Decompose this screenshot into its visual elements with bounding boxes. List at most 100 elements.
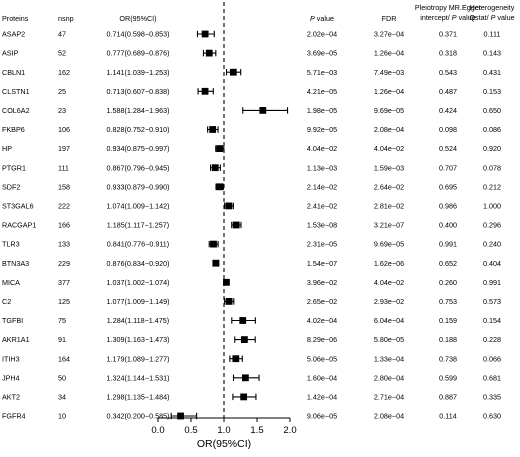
table-row: JPH4 50 1.324(1.144−1.531) 1.60e−04 2.80e−04… xyxy=(2,373,501,382)
or-point xyxy=(232,355,240,363)
or-point xyxy=(216,145,224,152)
nsnp-value: 162 xyxy=(58,68,70,77)
nsnp-value: 34 xyxy=(58,393,66,402)
protein-name: FGFR4 xyxy=(2,412,26,421)
p-value: 2.65e−02 xyxy=(307,297,337,306)
protein-name: MICA xyxy=(2,278,20,287)
or-ci-text: 1.077(1.009−1.149) xyxy=(107,297,170,306)
nsnp-value: 91 xyxy=(58,335,66,344)
or-ci-text: 1.037(1.002−1.074) xyxy=(107,278,170,287)
protein-name: JPH4 xyxy=(2,373,20,382)
nsnp-value: 164 xyxy=(58,354,70,363)
header-pvalue-p: P xyxy=(310,14,315,23)
pleiotropy-p-value: 0.652 xyxy=(439,259,457,268)
heterogeneity-p-value: 0.153 xyxy=(483,87,501,96)
or-point xyxy=(205,49,213,57)
p-value: 3.96e−02 xyxy=(307,278,337,287)
table-row: AKT2 34 1.298(1.135−1.484) 1.42e−04 2.71e−04… xyxy=(2,393,501,402)
table-row: TLR3 133 0.841(0.776−0.911) 2.31e−05 9.69e−0… xyxy=(2,240,501,249)
p-value: 3.69e−05 xyxy=(307,49,337,58)
fdr-value: 2.64e−02 xyxy=(374,182,404,191)
table-row: TGFBI 75 1.284(1.118−1.475) 4.02e−04 6.04e−0… xyxy=(2,316,501,325)
heterogeneity-p-value: 0.228 xyxy=(483,335,501,344)
nsnp-value: 10 xyxy=(58,412,66,421)
heterogeneity-p-value: 0.086 xyxy=(483,125,501,134)
or-point xyxy=(177,412,184,420)
x-tick-label: 2.0 xyxy=(283,425,296,436)
table-row: ST3GAL6 222 1.074(1.009−1.142) 2.41e−02 2.81… xyxy=(2,202,501,211)
p-value: 1.98e−05 xyxy=(307,106,337,115)
protein-name: FKBP6 xyxy=(2,125,25,134)
or-ci-text: 0.828(0.752−0.910) xyxy=(107,125,170,134)
fdr-value: 4.04e−02 xyxy=(374,144,404,153)
heterogeneity-p-value: 0.920 xyxy=(483,144,501,153)
fdr-value: 2.80e−04 xyxy=(374,373,404,382)
or-ci-text: 0.934(0.875−0.997) xyxy=(107,144,170,153)
or-point xyxy=(201,87,209,95)
table-row: ASIP 52 0.777(0.689−0.876) 3.69e−05 1.26e−04… xyxy=(2,49,501,58)
x-axis: 0.0 0.5 1.0 1.5 2.0 xyxy=(151,417,297,436)
table-row: C2 125 1.077(1.009−1.149) 2.65e−02 2.93e−02 0… xyxy=(2,297,501,306)
or-ci-text: 0.841(0.776−0.911) xyxy=(107,240,169,249)
protein-name: TGFBI xyxy=(2,316,23,325)
heterogeneity-p-value: 0.991 xyxy=(483,278,501,287)
or-ci-text: 1.298(1.135−1.484) xyxy=(107,393,170,402)
protein-name: AKT2 xyxy=(2,393,20,402)
or-point xyxy=(225,202,233,210)
pleiotropy-p-value: 0.524 xyxy=(439,144,457,153)
or-ci-text: 1.588(1.284−1.963) xyxy=(107,106,170,115)
or-ci-text: 1.141(1.039−1.253) xyxy=(107,68,170,77)
or-point xyxy=(240,393,248,401)
pleiotropy-p-value: 0.098 xyxy=(439,125,457,134)
x-tick-label: 0.0 xyxy=(151,425,164,436)
p-value: 2.14e−02 xyxy=(307,182,337,191)
fdr-value: 9.69e−05 xyxy=(374,106,404,115)
protein-name: TLR3 xyxy=(2,240,20,249)
table-row: SDF2 158 0.933(0.879−0.990) 2.14e−02 2.64e−0… xyxy=(2,182,501,191)
table-row: ASAP2 47 0.714(0.598−0.853) 2.02e−04 3.27e−0… xyxy=(2,30,500,39)
p-value: 4.21e−05 xyxy=(307,87,337,96)
table-row: PTGR1 111 0.867(0.796−0.945) 1.13e−03 1.59e−… xyxy=(2,163,501,172)
p-value: 2.31e−05 xyxy=(307,240,337,249)
nsnp-value: 222 xyxy=(58,202,70,211)
heterogeneity-p-value: 0.650 xyxy=(483,106,501,115)
nsnp-value: 158 xyxy=(58,182,70,191)
table-row: CBLN1 162 1.141(1.039−1.253) 5.71e−03 7.49e−… xyxy=(2,68,501,77)
table-row: FKBP6 106 0.828(0.752−0.910) 9.92e−05 2.08e−… xyxy=(2,125,501,134)
pleiotropy-p-value: 0.159 xyxy=(439,316,457,325)
protein-name: BTN3A3 xyxy=(2,259,29,268)
header-proteins: Proteins xyxy=(2,14,29,23)
or-ci-text: 1.074(1.009−1.142) xyxy=(107,202,170,211)
p-value: 1.54e−07 xyxy=(307,259,337,268)
or-point xyxy=(240,336,248,343)
header-pleiotropy-line2-a: intercept/ xyxy=(420,13,452,22)
protein-name: C2 xyxy=(2,297,11,306)
protein-name: CBLN1 xyxy=(2,68,25,77)
nsnp-value: 125 xyxy=(58,297,70,306)
fdr-value: 4.04e−02 xyxy=(374,278,404,287)
fdr-value: 3.21e−07 xyxy=(374,221,404,230)
header-pvalue-rest: value xyxy=(315,14,334,23)
or-point xyxy=(259,107,267,114)
pleiotropy-p-value: 0.487 xyxy=(439,87,457,96)
header-fdr: FDR xyxy=(382,14,397,23)
pleiotropy-p-value: 0.400 xyxy=(439,221,457,230)
heterogeneity-p-value: 0.154 xyxy=(483,316,501,325)
nsnp-value: 23 xyxy=(58,106,66,115)
p-value: 1.53e−08 xyxy=(307,221,337,230)
table-row: RACGAP1 166 1.185(1.117−1.257) 1.53e−08 3.21… xyxy=(2,221,501,230)
protein-name: CLSTN1 xyxy=(2,87,30,96)
or-ci-text: 0.342(0.200−0.585) xyxy=(107,412,170,421)
nsnp-value: 166 xyxy=(58,221,70,230)
table-row: MICA 377 1.037(1.002−1.074) 3.96e−02 4.04e−0… xyxy=(2,278,501,287)
heterogeneity-p-value: 0.573 xyxy=(483,297,501,306)
table-row: ITIH3 164 1.179(1.089−1.277) 5.06e−05 1.33e−… xyxy=(2,354,501,363)
p-value: 5.71e−03 xyxy=(307,68,337,77)
table-row: CLSTN1 25 0.713(0.607−0.838) 4.21e−05 1.26e−… xyxy=(2,87,501,96)
protein-name: ASIP xyxy=(2,49,19,58)
pleiotropy-p-value: 0.371 xyxy=(439,30,457,39)
table-row: HP 197 0.934(0.875−0.997) 4.04e−02 4.04e−02 0… xyxy=(2,144,501,153)
pleiotropy-p-value: 0.695 xyxy=(439,182,457,191)
heterogeneity-p-value: 0.630 xyxy=(483,412,501,421)
pleiotropy-p-value: 0.114 xyxy=(439,412,456,421)
